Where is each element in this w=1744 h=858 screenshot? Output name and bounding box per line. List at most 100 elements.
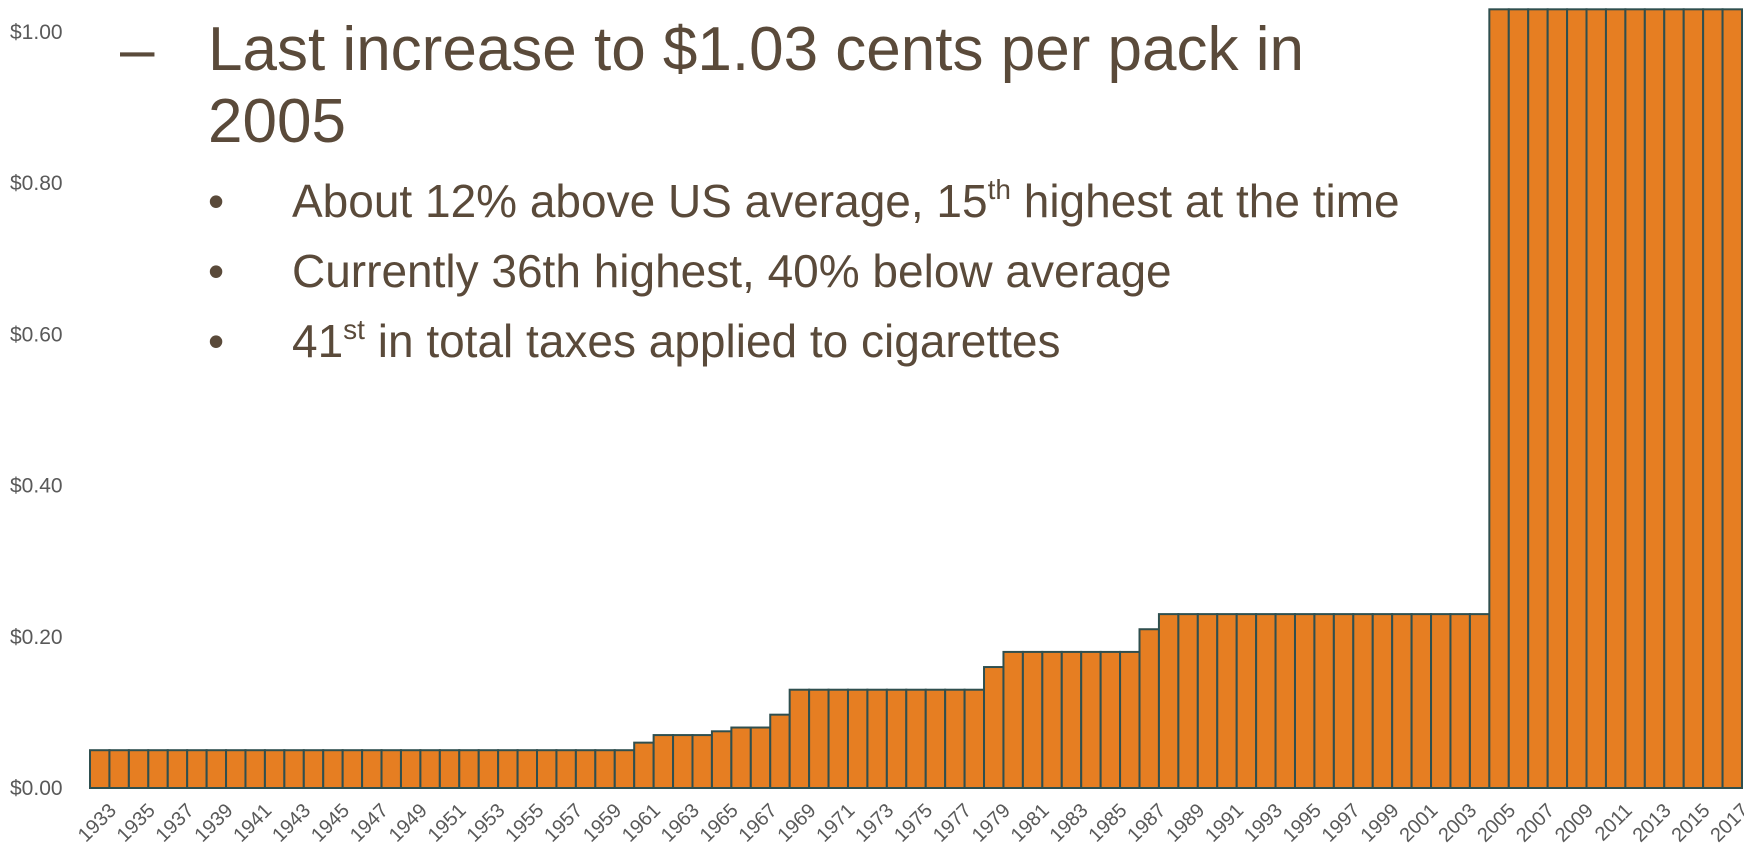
bar-1992 xyxy=(1235,613,1258,789)
headline-dash: – xyxy=(120,15,155,84)
bar-1979 xyxy=(983,666,1005,789)
y-tick-label: $0.60 xyxy=(10,323,63,346)
bar-1940 xyxy=(225,749,247,790)
x-tick-label: 1995 xyxy=(1279,800,1326,847)
x-tick-label: 1971 xyxy=(812,800,859,847)
x-tick-label: 1983 xyxy=(1046,800,1093,847)
bullet-3-text: 41 xyxy=(292,315,344,367)
x-tick-label: 1939 xyxy=(190,800,237,847)
bar-1983 xyxy=(1060,650,1083,789)
x-tick-label: 1975 xyxy=(890,800,937,847)
x-tick-label: 1945 xyxy=(307,800,354,847)
bar-1958 xyxy=(574,749,597,790)
bar-2002 xyxy=(1430,613,1452,789)
bar-1963 xyxy=(672,734,694,790)
bar-2005 xyxy=(1488,8,1510,789)
bar-1943 xyxy=(283,749,305,790)
y-axis: $0.00 $0.20 $0.40 $0.60 $0.80 $1.00 xyxy=(10,21,63,800)
bar-2003 xyxy=(1449,613,1471,789)
bar-2007 xyxy=(1527,8,1549,789)
x-tick-label: 1997 xyxy=(1318,800,1365,847)
bar-1959 xyxy=(594,749,616,790)
bar-2008 xyxy=(1546,8,1569,789)
bullet-1-text-end: highest at the time xyxy=(1010,175,1400,227)
bar-1971 xyxy=(827,688,849,789)
headline: Last increase to $1.03 cents per pack in… xyxy=(208,15,1304,156)
bar-2009 xyxy=(1566,8,1588,789)
x-tick-label: 1985 xyxy=(1084,800,1131,847)
bar-1995 xyxy=(1293,613,1316,789)
bar-1982 xyxy=(1041,650,1063,789)
x-axis: 1933193519371939194119431945194719491951… xyxy=(74,800,1744,847)
x-tick-label: 2001 xyxy=(1395,800,1442,847)
x-tick-label: 1973 xyxy=(851,800,898,847)
x-tick-label: 2013 xyxy=(1629,800,1676,847)
y-tick-label: $0.80 xyxy=(10,172,63,195)
bar-1984 xyxy=(1080,650,1102,789)
x-tick-label: 1959 xyxy=(579,800,626,847)
y-tick-label: $0.00 xyxy=(10,777,63,800)
bar-2015 xyxy=(1682,8,1705,789)
x-tick-label: 1969 xyxy=(774,800,821,847)
x-tick-label: 1977 xyxy=(929,800,976,847)
x-tick-label: 1963 xyxy=(657,800,704,847)
x-tick-label: 1957 xyxy=(540,800,587,847)
x-tick-label: 2003 xyxy=(1434,800,1481,847)
bar-1978 xyxy=(963,688,986,789)
bullet-3-sup: st xyxy=(343,314,365,345)
bar-2004 xyxy=(1468,613,1491,789)
bar-1986 xyxy=(1119,650,1141,789)
bar-1969 xyxy=(788,688,811,789)
bar-1976 xyxy=(924,688,947,789)
x-tick-label: 1993 xyxy=(1240,800,1287,847)
bullet-3-text-end: in total taxes applied to cigarettes xyxy=(364,315,1061,367)
bullet-3: • 41st in total taxes applied to cigarett… xyxy=(208,314,1060,368)
bar-1987 xyxy=(1138,628,1160,789)
bar-1952 xyxy=(458,749,480,790)
bar-1937 xyxy=(166,749,189,790)
bar-1993 xyxy=(1255,613,1277,789)
bar-1973 xyxy=(866,688,888,789)
bar-2000 xyxy=(1391,613,1413,789)
bar-1933 xyxy=(89,749,111,790)
x-tick-label: 1965 xyxy=(696,800,743,847)
bullet-marker: • xyxy=(208,315,225,367)
bar-1990 xyxy=(1196,613,1219,789)
x-tick-label: 1937 xyxy=(152,800,199,847)
bar-1980 xyxy=(1002,650,1024,789)
bar-1938 xyxy=(186,749,208,790)
y-tick-label: $0.20 xyxy=(10,626,63,649)
bar-1957 xyxy=(555,749,577,790)
bar-1981 xyxy=(1021,650,1044,789)
bar-1967 xyxy=(749,726,772,790)
x-tick-label: 1967 xyxy=(735,800,782,847)
bullet-marker: • xyxy=(208,175,225,227)
bars xyxy=(89,8,1743,790)
x-tick-label: 1951 xyxy=(424,800,471,847)
bar-1977 xyxy=(944,688,966,789)
bar-1949 xyxy=(399,749,422,790)
bar-1965 xyxy=(710,730,733,789)
x-tick-label: 1935 xyxy=(113,800,160,847)
x-tick-label: 1981 xyxy=(1007,800,1054,847)
bar-1951 xyxy=(438,749,461,790)
bar-1955 xyxy=(516,749,539,790)
x-tick-label: 2009 xyxy=(1551,800,1598,847)
bar-1939 xyxy=(205,749,228,790)
bar-2014 xyxy=(1663,8,1685,789)
bar-1961 xyxy=(633,741,655,790)
x-tick-label: 1933 xyxy=(74,800,121,847)
bullet-2-text: Currently 36th highest, 40% below averag… xyxy=(292,245,1172,297)
x-tick-label: 1987 xyxy=(1123,800,1170,847)
x-tick-label: 2017 xyxy=(1706,800,1744,847)
x-tick-label: 1991 xyxy=(1201,800,1248,847)
bullet-1-sup: th xyxy=(987,174,1011,205)
bar-1936 xyxy=(147,749,169,790)
bar-2016 xyxy=(1702,8,1724,789)
bar-1964 xyxy=(691,734,713,790)
bar-2012 xyxy=(1624,8,1646,789)
bar-1962 xyxy=(652,734,675,790)
x-tick-label: 1961 xyxy=(618,800,665,847)
bar-1942 xyxy=(263,749,286,790)
bar-2006 xyxy=(1507,8,1530,789)
